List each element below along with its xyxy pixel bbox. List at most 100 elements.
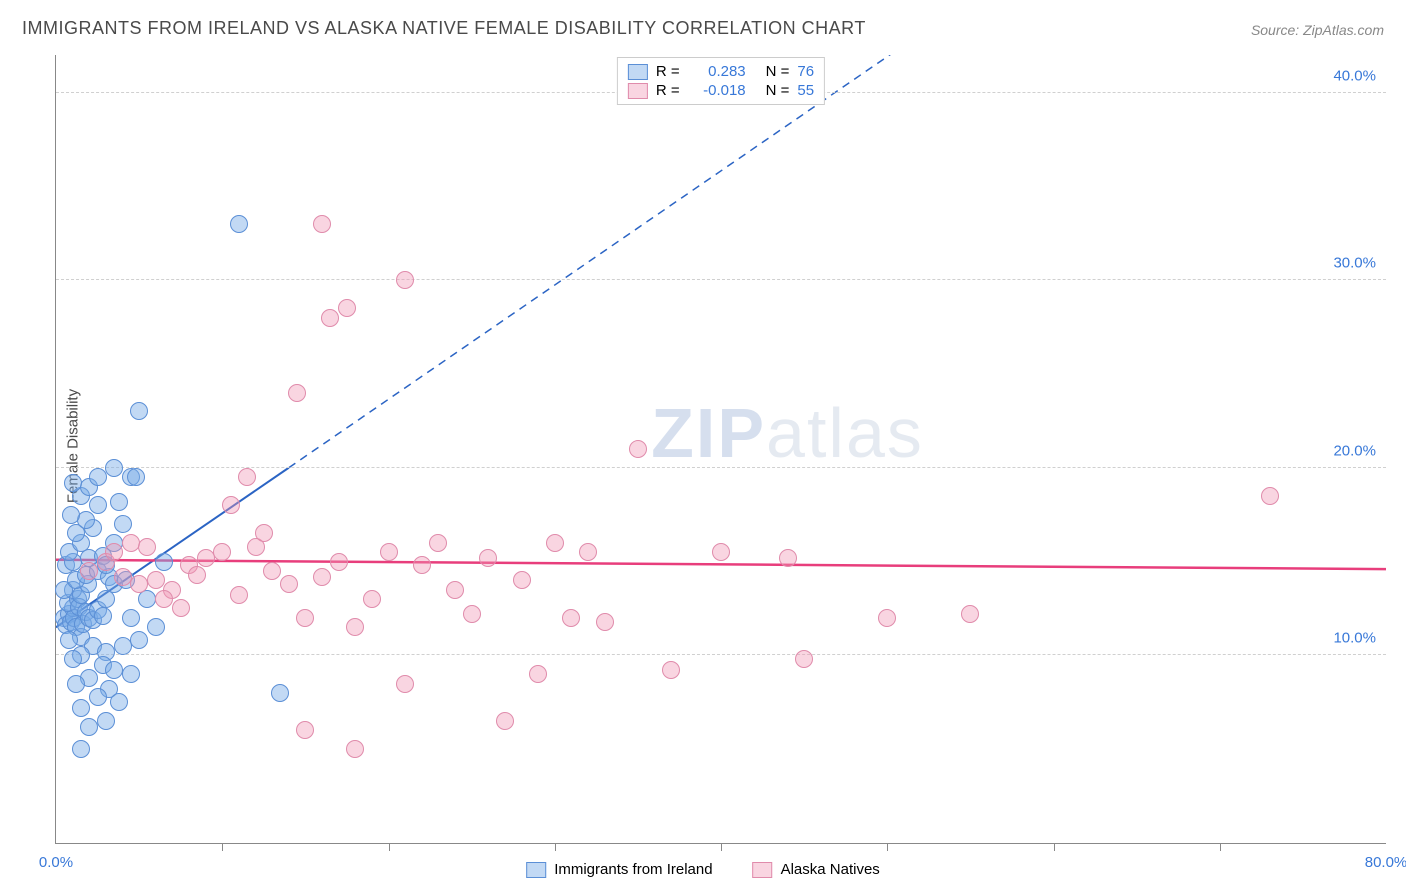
data-point <box>280 575 298 593</box>
data-point <box>263 562 281 580</box>
data-point <box>105 661 123 679</box>
data-point <box>961 605 979 623</box>
x-tick <box>1220 843 1221 851</box>
legend-stat-row: R = -0.018 N = 55 <box>628 81 814 100</box>
legend-swatch <box>628 64 648 80</box>
data-point <box>288 384 306 402</box>
legend-stat-row: R = 0.283 N = 76 <box>628 62 814 81</box>
data-point <box>878 609 896 627</box>
data-point <box>213 543 231 561</box>
legend-series-label: Immigrants from Ireland <box>554 861 712 878</box>
data-point <box>230 586 248 604</box>
data-point <box>110 493 128 511</box>
gridline <box>56 654 1386 655</box>
data-point <box>313 568 331 586</box>
data-point <box>413 556 431 574</box>
data-point <box>114 637 132 655</box>
n-label: N = <box>766 82 790 99</box>
x-tick-label: 0.0% <box>39 854 73 871</box>
data-point <box>596 613 614 631</box>
n-label: N = <box>766 63 790 80</box>
legend-swatch <box>628 83 648 99</box>
n-value: 76 <box>797 63 814 80</box>
data-point <box>127 468 145 486</box>
data-point <box>396 271 414 289</box>
data-point <box>147 571 165 589</box>
y-tick-label: 30.0% <box>1333 255 1376 272</box>
r-label: R = <box>656 63 680 80</box>
data-point <box>172 599 190 617</box>
data-point <box>94 607 112 625</box>
data-point <box>255 524 273 542</box>
r-label: R = <box>656 82 680 99</box>
data-point <box>80 562 98 580</box>
data-point <box>105 543 123 561</box>
data-point <box>712 543 730 561</box>
y-tick-label: 20.0% <box>1333 442 1376 459</box>
data-point <box>662 661 680 679</box>
legend-swatch <box>753 862 773 878</box>
x-tick <box>222 843 223 851</box>
data-point <box>396 675 414 693</box>
data-point <box>110 693 128 711</box>
data-point <box>330 553 348 571</box>
trend-lines-layer <box>56 55 1386 843</box>
data-point <box>72 740 90 758</box>
data-point <box>89 468 107 486</box>
data-point <box>130 631 148 649</box>
data-point <box>64 474 82 492</box>
gridline <box>56 279 1386 280</box>
r-value: 0.283 <box>688 63 746 80</box>
data-point <box>67 675 85 693</box>
data-point <box>62 506 80 524</box>
data-point <box>363 590 381 608</box>
data-point <box>562 609 580 627</box>
data-point <box>496 712 514 730</box>
r-value: -0.018 <box>688 82 746 99</box>
series-legend: Immigrants from Ireland Alaska Natives <box>526 861 880 878</box>
data-point <box>346 618 364 636</box>
x-tick <box>887 843 888 851</box>
data-point <box>779 549 797 567</box>
source-label: Source: ZipAtlas.com <box>1251 22 1384 38</box>
data-point <box>105 459 123 477</box>
x-tick <box>1054 843 1055 851</box>
data-point <box>338 299 356 317</box>
data-point <box>147 618 165 636</box>
data-point <box>222 496 240 514</box>
data-point <box>346 740 364 758</box>
data-point <box>188 566 206 584</box>
data-point <box>230 215 248 233</box>
data-point <box>155 553 173 571</box>
data-point <box>89 496 107 514</box>
data-point <box>513 571 531 589</box>
data-point <box>1261 487 1279 505</box>
legend-series-item: Alaska Natives <box>753 861 880 878</box>
data-point <box>296 609 314 627</box>
data-point <box>130 402 148 420</box>
chart-plot-area: ZIPatlas R =0.283N =76R =-0.018N =55 10.… <box>55 55 1386 844</box>
legend-swatch <box>526 862 546 878</box>
data-point <box>238 468 256 486</box>
data-point <box>321 309 339 327</box>
data-point <box>89 688 107 706</box>
data-point <box>795 650 813 668</box>
data-point <box>155 590 173 608</box>
data-point <box>313 215 331 233</box>
data-point <box>80 718 98 736</box>
data-point <box>72 699 90 717</box>
data-point <box>380 543 398 561</box>
data-point <box>114 515 132 533</box>
chart-title: IMMIGRANTS FROM IRELAND VS ALASKA NATIVE… <box>22 18 866 39</box>
data-point <box>122 609 140 627</box>
data-point <box>138 538 156 556</box>
n-value: 55 <box>797 82 814 99</box>
data-point <box>546 534 564 552</box>
legend-series-label: Alaska Natives <box>781 861 880 878</box>
data-point <box>479 549 497 567</box>
x-tick <box>555 843 556 851</box>
correlation-legend: R = 0.283 N = 76 R = -0.018 N = 55 <box>617 57 825 105</box>
data-point <box>130 575 148 593</box>
data-point <box>114 568 132 586</box>
data-point <box>122 534 140 552</box>
